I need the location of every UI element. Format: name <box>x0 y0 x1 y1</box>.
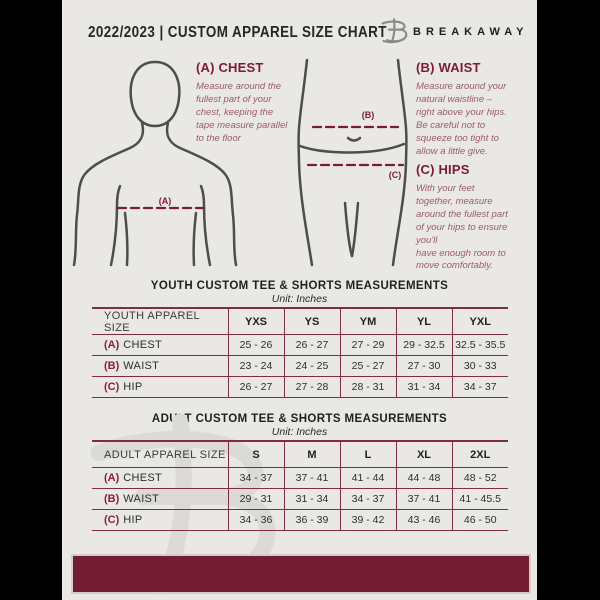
youth-table-title: YOUTH CUSTOM TEE & SHORTS MEASUREMENTS <box>150 280 449 292</box>
breakaway-b-logo-icon <box>381 18 408 44</box>
youth-hip-row: (C) HIP 26 - 27 27 - 28 28 - 31 31 - 34 3… <box>92 376 508 398</box>
adult-chest-label: (A) CHEST <box>92 467 228 489</box>
youth-chest-label: (A) CHEST <box>92 334 228 356</box>
adult-hip-row: (C) HIP 34 - 36 36 - 39 39 - 42 43 - 46 4… <box>92 509 508 531</box>
chest-diagram-label: (A) <box>158 196 172 206</box>
youth-header-row: YOUTH APPAREL SIZE YXS YS YM YL YXL <box>92 308 508 335</box>
table-cell: 27 - 30 <box>395 355 452 377</box>
youth-size-yxs: YXS <box>227 308 284 335</box>
youth-size-yl: YL <box>395 308 452 335</box>
table-cell: 31 - 34 <box>283 488 340 510</box>
page-title: 2022/2023 | CUSTOM APPAREL SIZE CHART <box>88 24 387 41</box>
hips-instruction: (C) HIPS With your feet together, measur… <box>416 162 538 273</box>
adult-chest-row: (A) CHEST 34 - 37 37 - 41 41 - 44 44 - 48… <box>92 467 508 489</box>
right-black-bar <box>537 0 600 600</box>
youth-size-yxl: YXL <box>451 308 508 335</box>
chest-instruction-heading: (A) CHEST <box>196 60 264 75</box>
adult-table-unit: Unit: Inches <box>271 426 328 438</box>
adult-size-2xl: 2XL <box>451 441 508 468</box>
brand-name: BREAKAWAY <box>413 26 529 38</box>
adult-size-s: S <box>227 441 284 468</box>
waist-instruction: (B) WAIST Measure around your natural wa… <box>416 60 538 158</box>
table-cell: 29 - 32.5 <box>395 334 452 356</box>
adult-hip-label: (C) HIP <box>92 509 228 531</box>
left-black-bar <box>0 0 62 600</box>
adult-header-row: ADULT APPAREL SIZE S M L XL 2XL <box>92 441 508 468</box>
table-cell: 29 - 31 <box>227 488 284 510</box>
table-cell: 34 - 37 <box>339 488 396 510</box>
adult-size-xl: XL <box>395 441 452 468</box>
table-cell: 48 - 52 <box>451 467 508 489</box>
youth-size-table: YOUTH APPAREL SIZE YXS YS YM YL YXL (A) C… <box>92 307 508 398</box>
waist-instruction-body: Measure around your natural waistline – … <box>416 81 507 157</box>
table-cell: 36 - 39 <box>283 509 340 531</box>
upper-body-figure <box>72 60 238 267</box>
adult-size-l: L <box>339 441 396 468</box>
adult-size-m: M <box>283 441 340 468</box>
youth-waist-label: (B) WAIST <box>92 355 228 377</box>
table-cell: 46 - 50 <box>451 509 508 531</box>
table-cell: 39 - 42 <box>339 509 396 531</box>
hips-diagram-label: (C) <box>388 170 402 180</box>
table-cell: 23 - 24 <box>227 355 284 377</box>
size-chart-page: 2022/2023 | CUSTOM APPAREL SIZE CHART BR… <box>62 0 537 600</box>
chest-instruction-body: Measure around the fullest part of your … <box>196 81 288 144</box>
adult-waist-row: (B) WAIST 29 - 31 31 - 34 34 - 37 37 - 41… <box>92 488 508 510</box>
table-cell: 28 - 31 <box>339 376 396 398</box>
chest-instruction: (A) CHEST Measure around the fullest par… <box>196 60 318 146</box>
table-cell: 26 - 27 <box>227 376 284 398</box>
adult-corner-cell: ADULT APPAREL SIZE <box>92 441 228 468</box>
youth-size-ym: YM <box>339 308 396 335</box>
table-cell: 24 - 25 <box>283 355 340 377</box>
youth-waist-row: (B) WAIST 23 - 24 24 - 25 25 - 27 27 - 30… <box>92 355 508 377</box>
table-cell: 37 - 41 <box>283 467 340 489</box>
table-cell: 34 - 37 <box>451 376 508 398</box>
table-cell: 44 - 48 <box>395 467 452 489</box>
table-cell: 30 - 33 <box>451 355 508 377</box>
table-cell: 25 - 27 <box>339 355 396 377</box>
adult-waist-label: (B) WAIST <box>92 488 228 510</box>
adult-table-title: ADULT CUSTOM TEE & SHORTS MEASUREMENTS <box>151 413 448 425</box>
table-cell: 34 - 37 <box>227 467 284 489</box>
table-cell: 41 - 44 <box>339 467 396 489</box>
youth-chest-row: (A) CHEST 25 - 26 26 - 27 27 - 29 29 - 32… <box>92 334 508 356</box>
youth-hip-label: (C) HIP <box>92 376 228 398</box>
table-cell: 26 - 27 <box>283 334 340 356</box>
waist-diagram-label: (B) <box>361 110 375 120</box>
table-cell: 37 - 41 <box>395 488 452 510</box>
table-cell: 41 - 45.5 <box>451 488 508 510</box>
table-cell: 25 - 26 <box>227 334 284 356</box>
table-cell: 43 - 46 <box>395 509 452 531</box>
table-cell: 32.5 - 35.5 <box>451 334 508 356</box>
hips-instruction-body: With your feet together, measure around … <box>416 183 508 272</box>
table-cell: 27 - 28 <box>283 376 340 398</box>
lower-body-figure <box>297 58 408 267</box>
footer-accent-bar <box>73 556 529 592</box>
table-cell: 31 - 34 <box>395 376 452 398</box>
hips-instruction-heading: (C) HIPS <box>416 162 470 177</box>
youth-corner-cell: YOUTH APPAREL SIZE <box>92 308 228 335</box>
youth-table-unit: Unit: Inches <box>271 293 328 305</box>
table-cell: 34 - 36 <box>227 509 284 531</box>
youth-size-ys: YS <box>283 308 340 335</box>
adult-size-table: ADULT APPAREL SIZE S M L XL 2XL (A) CHEST… <box>92 440 508 531</box>
table-cell: 27 - 29 <box>339 334 396 356</box>
waist-instruction-heading: (B) WAIST <box>416 60 481 75</box>
